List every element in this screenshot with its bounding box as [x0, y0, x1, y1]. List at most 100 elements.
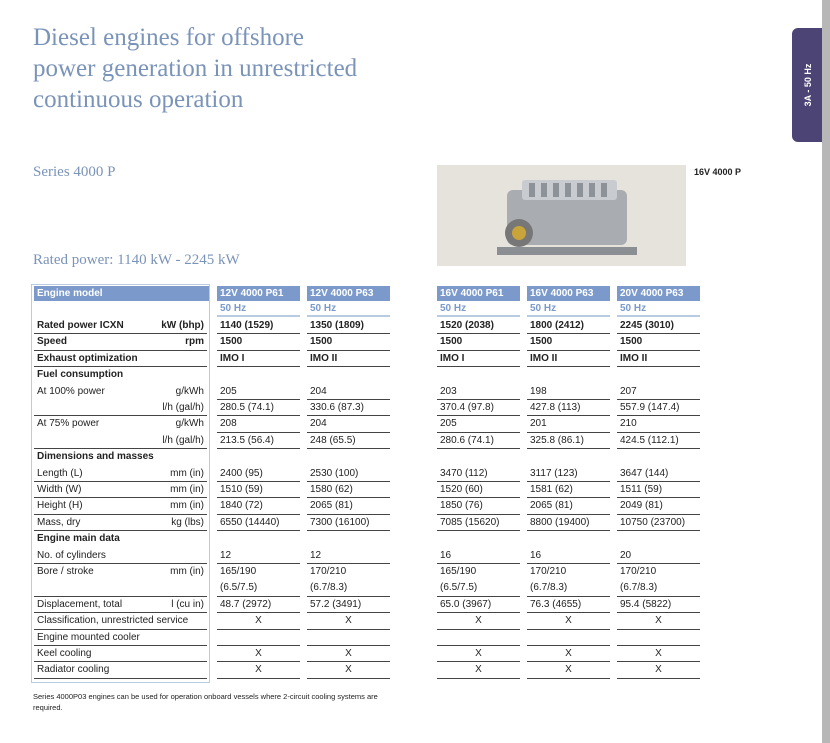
value-cell: 2400 (95) — [217, 466, 300, 482]
table-row: l/h (gal/h) 213.5 (56.4) 248 (65.5) 280.6 (… — [0, 433, 830, 450]
value-cell: 1500 — [527, 334, 610, 351]
row-label-text: Displacement, total — [37, 598, 123, 610]
title-line: power generation in unrestricted — [33, 55, 358, 82]
value-cell: 165/190 — [440, 566, 477, 577]
row-label: Length (L) mm (in) — [34, 466, 207, 482]
frequency: 50 Hz — [307, 301, 390, 317]
value-cell: IMO II — [307, 351, 390, 368]
footnote: Series 4000P03 engines can be used for o… — [33, 692, 378, 712]
row-label-text: Engine main data — [37, 533, 120, 545]
value-cell: 1140 (1529) — [217, 318, 300, 335]
frequency: 50 Hz — [617, 301, 700, 317]
value-cell — [217, 367, 300, 383]
value-cell: (6.7/8.3) — [307, 580, 390, 597]
value-cell: 20 — [617, 548, 700, 564]
table-row: Mass, dry kg (lbs) 6550 (14440) 7300 (16100… — [0, 515, 830, 532]
value-cell — [527, 531, 610, 547]
value-cell — [307, 367, 390, 383]
value-cell: 1350 (1809) — [307, 318, 390, 335]
value-cell — [437, 630, 520, 646]
section-tab[interactable]: 3A - 50 Hz — [792, 28, 824, 142]
table-row: Engine mounted cooler — [0, 630, 830, 646]
row-label-text: Speed — [37, 336, 68, 348]
value-cell — [617, 449, 700, 465]
row-unit: mm (in) — [170, 566, 204, 577]
row-label: Width (W) mm (in) — [34, 482, 207, 499]
value-cell: 48.7 (2972) — [217, 597, 300, 614]
value-cell: 280.5 (74.1) — [217, 400, 300, 417]
value-cell: 330.6 (87.3) — [307, 400, 390, 417]
row-label: Radiator cooling — [34, 662, 207, 679]
value-cell: 1580 (62) — [307, 482, 390, 499]
table-header-row: Engine model 12V 4000 P61 12V 4000 P63 1… — [0, 286, 830, 301]
row-label: Speed rpm — [34, 334, 207, 351]
row-unit: kg (lbs) — [171, 516, 204, 528]
value-cell: 10750 (23700) — [617, 515, 700, 532]
row-unit: l/h (gal/h) — [162, 434, 204, 446]
row-label: Dimensions and masses — [34, 449, 207, 465]
value-cell: 213.5 (56.4) — [217, 433, 300, 450]
header-engine-model: Engine model — [34, 286, 209, 301]
value-cell: X — [617, 646, 700, 663]
table-row: l/h (gal/h) 280.5 (74.1) 330.6 (87.3) 370.4… — [0, 400, 830, 417]
value-cell: 2065 (81) — [307, 498, 390, 515]
row-label-text: Mass, dry — [37, 516, 81, 528]
row-unit: l/h (gal/h) — [162, 402, 204, 413]
row-label: Engine main data — [34, 531, 207, 547]
value-cell: 198 — [527, 384, 610, 400]
rated-power-label: Rated power: 1140 kW - 2245 kW — [33, 252, 240, 268]
value-cell: 76.3 (4655) — [527, 597, 610, 614]
value-cell: 57.2 (3491) — [307, 597, 390, 614]
row-unit: l (cu in) — [171, 598, 204, 610]
row-unit: g/kWh — [175, 385, 204, 397]
row-label: Keel cooling — [34, 646, 207, 663]
row-label: Mass, dry kg (lbs) — [34, 515, 207, 532]
value-cell: 204 — [307, 384, 390, 400]
frequency: 50 Hz — [217, 301, 300, 317]
value-cell — [217, 630, 300, 646]
value-cell: 3117 (123) — [527, 466, 610, 482]
value-cell: 12 — [217, 548, 300, 564]
table-row: Keel cooling X X X X X — [0, 646, 830, 663]
value-cell: 248 (65.5) — [307, 433, 390, 450]
table-row: Speed rpm 1500 1500 1500 1500 1500 — [0, 334, 830, 351]
row-unit: rpm — [185, 336, 204, 348]
value-cell: 203 — [437, 384, 520, 400]
value-cell: 205 — [437, 416, 520, 433]
table-row: Height (H) mm (in) 1840 (72) 2065 (81) 1850 … — [0, 498, 830, 515]
value-cell: X — [217, 662, 300, 679]
table-row: Width (W) mm (in) 1510 (59) 1580 (62) 1520 (… — [0, 482, 830, 499]
value-cell — [617, 367, 700, 383]
image-label: 16V 4000 P — [694, 167, 742, 177]
value-cell — [437, 367, 520, 383]
value-cell: 325.8 (86.1) — [527, 433, 610, 450]
table-row: Length (L) mm (in) 2400 (95) 2530 (100) 3470… — [0, 466, 830, 482]
value-cell: 205 — [217, 384, 300, 400]
frequency: 50 Hz — [527, 301, 610, 317]
row-label: At 75% power g/kWh — [34, 416, 207, 432]
value-cell: 3470 (112) — [437, 466, 520, 482]
value-cell: 2049 (81) — [617, 498, 700, 515]
row-label: Bore / stroke mm (in) — [34, 564, 207, 580]
value-cell: 65.0 (3967) — [437, 597, 520, 614]
page-title: Diesel engines for offshore power genera… — [33, 22, 357, 115]
row-label-text: Engine mounted cooler — [37, 631, 140, 643]
row-unit: g/kWh — [175, 418, 204, 430]
value-cell — [217, 449, 300, 465]
title-line: Diesel engines for offshore — [33, 24, 304, 51]
value-cell — [527, 630, 610, 646]
value-cell: (6.7/8.3) — [527, 580, 610, 597]
value-cell: 170/210 — [530, 566, 567, 577]
row-label-text: Fuel consumption — [37, 369, 124, 381]
row-label: l/h (gal/h) — [34, 433, 207, 450]
value-cell: 16 — [527, 548, 610, 564]
row-label-text: At 100% power — [37, 385, 105, 397]
row-label: At 100% power g/kWh — [34, 384, 207, 400]
value-cell: 1520 (2038) — [437, 318, 520, 335]
row-label-text: Dimensions and masses — [37, 451, 154, 463]
row-label-text: Length (L) — [37, 467, 83, 479]
value-cell: 1510 (59) — [217, 482, 300, 499]
value-cell: 1500 — [307, 334, 390, 351]
value-cell: 424.5 (112.1) — [617, 433, 700, 450]
row-label: Fuel consumption — [34, 367, 207, 383]
